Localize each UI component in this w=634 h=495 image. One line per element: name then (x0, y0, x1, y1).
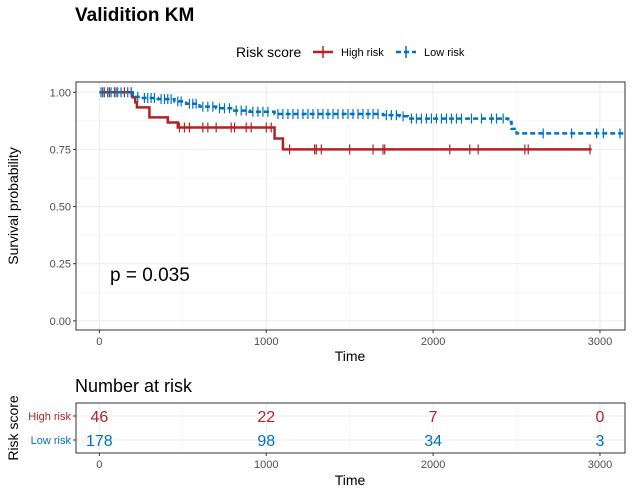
risk-table: 46 22 7 0 178 98 34 3 High risk Low risk 0 1000 20… (28, 402, 626, 471)
legend-label-low-risk: Low risk (424, 47, 465, 59)
y-axis-label: Survival probability (5, 147, 21, 265)
risk-y-axis-label: Risk score (5, 395, 21, 461)
legend-title: Risk score (236, 44, 302, 60)
risk-count-low-risk: 98 (257, 433, 275, 450)
legend-key-low-risk (396, 46, 416, 58)
risk-counts: 46 22 7 0 178 98 34 3 (86, 409, 605, 450)
x-tick-label: 0 (96, 336, 102, 348)
risk-count-high-risk: 7 (429, 409, 438, 426)
x-tick-label: 3000 (588, 336, 612, 348)
legend-label-high-risk: High risk (341, 47, 384, 59)
risk-x-axis-ticks: 0 1000 2000 3000 (96, 453, 612, 471)
chart-title: Validition KM (75, 5, 194, 26)
risk-count-low-risk: 34 (424, 433, 442, 450)
y-tick-label: 0.00 (50, 316, 71, 328)
risk-x-tick-label: 0 (96, 459, 102, 471)
risk-count-high-risk: 0 (596, 409, 605, 426)
risk-count-low-risk: 178 (86, 433, 113, 450)
y-tick-label: 1.00 (50, 87, 71, 99)
risk-count-high-risk: 22 (257, 409, 275, 426)
risk-x-axis-label: Time (335, 472, 366, 488)
plot-panel: 0.00 0.25 0.50 0.75 1.00 0 1000 2000 3000 p = 0… (50, 81, 626, 348)
risk-row-labels: High risk Low risk (28, 411, 76, 447)
p-value-annotation: p = 0.035 (110, 265, 190, 286)
censor-marks (100, 87, 621, 155)
risk-count-low-risk: 3 (596, 433, 605, 450)
legend-key-high-risk (313, 46, 333, 58)
risk-row-label-high-risk: High risk (28, 411, 71, 423)
risk-row-label-low-risk: Low risk (31, 435, 72, 447)
x-tick-label: 1000 (254, 336, 278, 348)
risk-grid-lines (76, 403, 625, 453)
y-tick-label: 0.50 (50, 202, 71, 214)
legend: Risk score High risk Low risk (236, 44, 465, 60)
x-axis-ticks: 0 1000 2000 3000 (96, 330, 612, 348)
x-tick-label: 2000 (421, 336, 445, 348)
risk-x-tick-label: 2000 (421, 459, 445, 471)
risk-x-tick-label: 3000 (588, 459, 612, 471)
y-tick-label: 0.25 (50, 259, 71, 271)
risk-count-high-risk: 46 (90, 409, 108, 426)
y-axis-ticks: 0.00 0.25 0.50 0.75 1.00 (50, 87, 76, 328)
risk-x-tick-label: 1000 (254, 459, 278, 471)
risk-table-title: Number at risk (75, 376, 193, 396)
x-axis-label: Time (335, 348, 366, 364)
y-tick-label: 0.75 (50, 144, 71, 156)
